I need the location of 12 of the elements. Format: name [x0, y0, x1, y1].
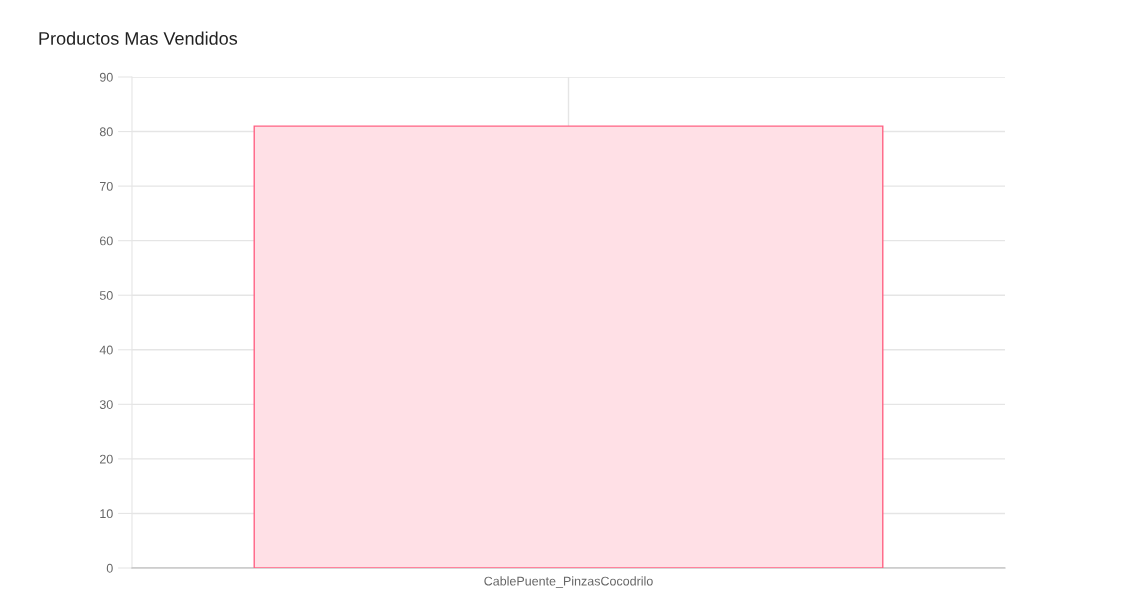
- y-tick-label: 40: [99, 345, 113, 355]
- y-tick-label: 20: [99, 454, 113, 464]
- y-tick-label: 90: [99, 72, 113, 82]
- x-tick-label: CablePuente_PinzasCocodrilo: [484, 576, 653, 588]
- y-tick-label: 0: [106, 563, 113, 573]
- y-tick-label: 60: [99, 236, 113, 246]
- chart-title: Productos Mas Vendidos: [39, 31, 238, 45]
- y-tick-label: 80: [99, 127, 113, 137]
- y-tick-label: 70: [99, 181, 113, 191]
- y-tick-label: 10: [100, 509, 113, 519]
- y-tick-label: 30: [99, 400, 113, 409]
- y-tick-label: 50: [99, 291, 113, 300]
